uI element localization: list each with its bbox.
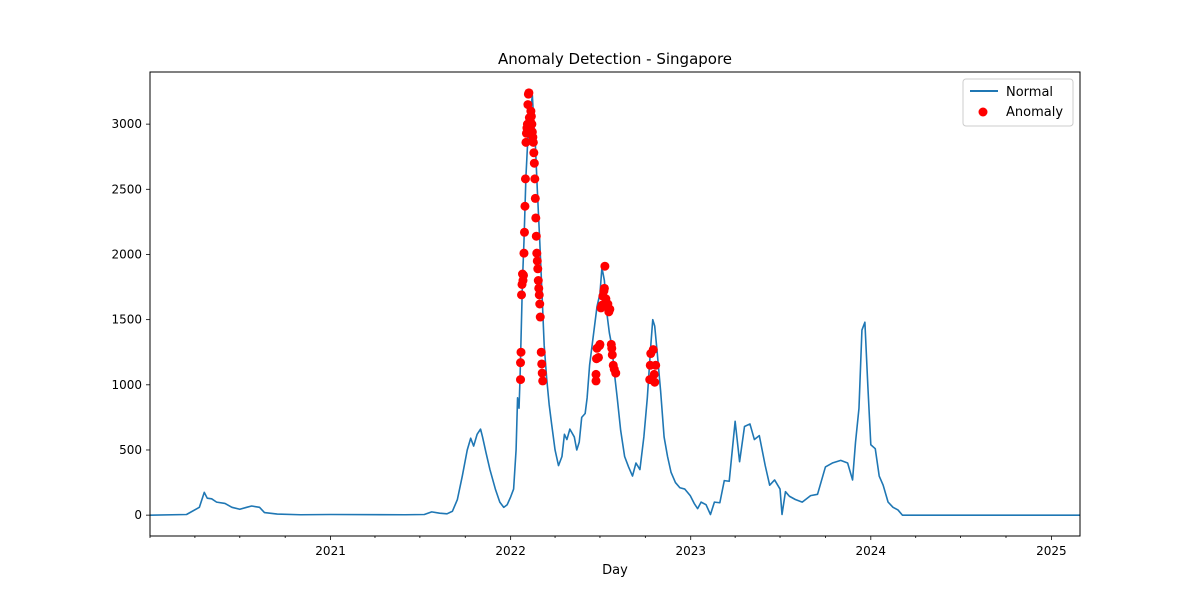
y-tick-label: 1500 [111,313,142,327]
anomaly-point [527,119,537,129]
anomaly-point [519,248,529,258]
legend-normal-label: Normal [1006,85,1053,100]
anomaly-point [536,347,546,357]
anomaly-point [600,261,610,271]
anomaly-point [531,213,541,223]
anomaly-point [519,227,529,237]
legend: Normal Anomaly [962,78,1074,127]
x-tick-label: 2021 [315,544,346,558]
plot-frame [149,71,1081,537]
anomaly-point [532,256,542,266]
anomaly-point [533,264,543,274]
anomaly-point [524,88,534,98]
y-tick-label: 2000 [111,247,142,261]
anomaly-point [516,347,526,357]
anomaly-point [528,137,538,147]
anomaly-point [537,359,547,369]
y-tick-label: 3000 [111,117,142,131]
anomaly-point [529,148,539,158]
anomaly-point [607,350,617,360]
anomaly-point [607,343,617,353]
plot-area [149,88,1080,516]
anomaly-point [531,231,541,241]
anomaly-point [651,360,661,370]
anomaly-point [599,283,609,293]
x-axis: 2021 2022 2023 2024 2025 [149,536,1067,558]
anomaly-point [595,339,605,349]
legend-anomaly-label: Anomaly [1006,105,1063,120]
legend-anomaly-swatch [978,107,988,117]
anomaly-point [650,377,660,387]
anomaly-point [530,174,540,184]
anomaly-point [529,158,539,168]
anomaly-point [591,369,601,379]
y-axis: 0 500 1000 1500 2000 2500 3000 [111,117,150,522]
anomaly-point [533,276,543,286]
x-tick-label: 2025 [1036,544,1067,558]
anomaly-point [521,137,531,147]
anomaly-point [535,299,545,309]
x-tick-label: 2022 [495,544,526,558]
anomaly-point [516,375,526,385]
y-tick-label: 1000 [111,378,142,392]
anomaly-point [534,283,544,293]
anomaly-point [530,193,540,203]
anomaly-point [538,376,548,386]
anomaly-point [591,376,601,386]
anomaly-point [534,290,544,300]
anomaly-point [535,312,545,322]
anomaly-point [532,248,542,258]
anomaly-point [516,358,526,368]
chart-title: Anomaly Detection - Singapore [498,50,732,68]
anomaly-point [517,290,527,300]
y-tick-label: 2500 [111,182,142,196]
anomaly-point [611,368,621,378]
normal-series-line [149,94,1080,516]
anomaly-point [605,304,615,314]
anomaly-point [537,368,547,378]
anomaly-point [520,201,530,211]
anomaly-point [649,369,659,379]
y-tick-label: 0 [134,508,142,522]
anomaly-point [518,270,528,280]
x-tick-label: 2023 [675,544,706,558]
x-axis-label: Day [602,563,628,578]
anomaly-point [648,345,658,355]
x-tick-label: 2024 [856,544,887,558]
anomaly-point [593,352,603,362]
anomaly-point [526,111,536,121]
anomaly-point [520,174,530,184]
y-tick-label: 500 [119,443,142,457]
